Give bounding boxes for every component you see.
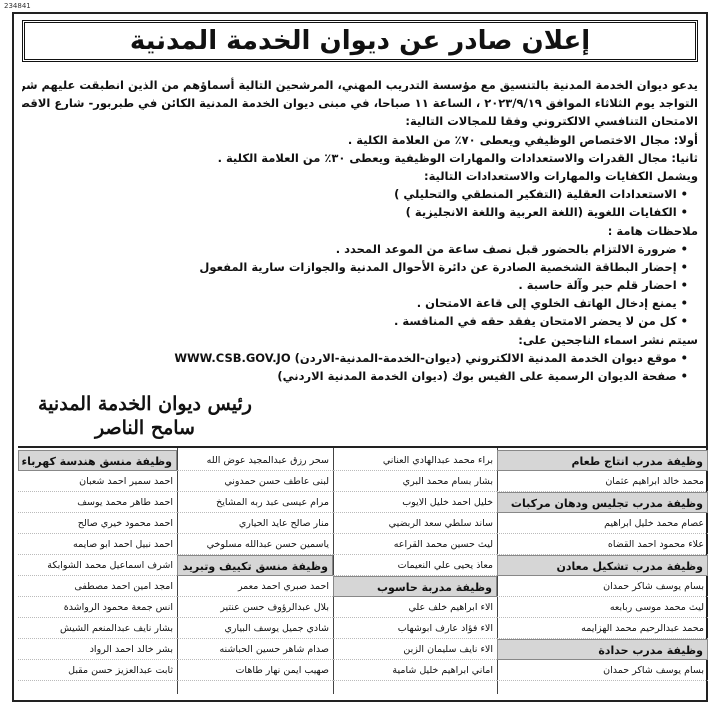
candidate-name: احمد صبري احمد معمر xyxy=(177,576,333,597)
candidate-name: الاء ابراهيم خلف علي xyxy=(333,597,497,618)
body-line: • موقع ديوان الخدمة المدنية الالكتروني (… xyxy=(174,350,688,365)
candidate-name: ياسمين حسن عبدالله مسلوخي xyxy=(177,534,333,555)
candidate-name: ليث حسين محمد القراعه xyxy=(333,534,497,555)
column-divider xyxy=(333,448,334,694)
job-heading: وظيفة منسق تكييف وتبريد xyxy=(177,555,333,576)
candidate-name: لبنى عاطف حسن حمدوني xyxy=(177,471,333,492)
candidate-name: مرام عيسى عبد ربه المشايخ xyxy=(177,492,333,513)
candidate-name: منار صالح عايد الحياري xyxy=(177,513,333,534)
body-line: • الاستعدادات العقلية (التفكير المنطقي و… xyxy=(394,187,688,202)
body-line: • يمنع إدخال الهاتف الخلوي إلى قاعة الام… xyxy=(416,296,688,311)
candidate-name: اماني ابراهيم خليل شامية xyxy=(333,660,497,681)
candidate-name: عصام محمد خليل ابراهيم xyxy=(497,513,708,534)
names-column: وظيفة منسق هندسة كهرباء احمد سمير احمد شع… xyxy=(18,450,177,681)
body-line: • ضرورة الالتزام بالحضور قبل نصف ساعة من… xyxy=(335,241,688,256)
candidate-name: اشرف اسماعيل محمد الشوابكة xyxy=(18,555,177,576)
candidate-name: بسام يوسف شاكر حمدان xyxy=(497,576,708,597)
body-line: يدعو ديوان الخدمة المدنية بالتنسيق مع مؤ… xyxy=(22,78,698,92)
candidate-name: معاذ يحيى علي النعيمات xyxy=(333,555,497,576)
title: إعلان صادر عن ديوان الخدمة المدنية xyxy=(22,20,698,62)
job-heading: وظيفة مدرب تشكيل معادن xyxy=(497,555,708,576)
ad-id: 234841 xyxy=(4,2,31,10)
candidate-name: ليث محمد موسى ربابعه xyxy=(497,597,708,618)
body-line: ثانيا: مجال القدرات والاستعدادات والمهار… xyxy=(217,150,698,165)
candidate-name: خليل احمد خليل الايوب xyxy=(333,492,497,513)
body-line: • صفحة الديوان الرسمية على الفيس بوك (دي… xyxy=(277,369,688,383)
body-line: • احضار قلم حبر وآلة حاسبة . xyxy=(518,278,688,293)
names-column: وظيفة مدرب انتاج طعام محمد خالد ابراهيم ع… xyxy=(497,450,708,681)
candidate-name: براء محمد عبدالهادي العناني xyxy=(333,450,497,471)
candidate-name: امجد امين احمد مصطفى xyxy=(18,576,177,597)
signature-name: سامح الناصر xyxy=(95,417,195,439)
candidate-name: علاء محمود احمد القضاه xyxy=(497,534,708,555)
candidate-name: الاء نايف سليمان الزبن xyxy=(333,639,497,660)
body-line: ويشمل الكفايات والمهارات والاستعدادات ال… xyxy=(423,168,698,183)
job-heading: وظيفة مدربة حاسوب xyxy=(333,576,497,597)
candidate-name: احمد نبيل احمد ابو صايمه xyxy=(18,534,177,555)
candidate-name: انس جمعة محمود الرواشدة xyxy=(18,597,177,618)
names-column: سحر رزق عبدالمجيد عوض الله لبنى عاطف حسن … xyxy=(177,450,333,681)
candidate-name: محمد خالد ابراهيم عثمان xyxy=(497,471,708,492)
signature: رئيس ديوان الخدمة المدنية سامح الناصر xyxy=(30,392,260,440)
candidate-name: ساند سلطي سعد الربضيي xyxy=(333,513,497,534)
separator xyxy=(18,446,708,448)
candidate-name: محمد عبدالرحيم محمد الهزايمه xyxy=(497,618,708,639)
body-line: • كل من لا يحضر الامتحان يفقد حقه في الم… xyxy=(394,314,688,329)
candidate-name: صهيب ايمن نهار طاهات xyxy=(177,660,333,681)
body-line: الامتحان التنافسي الالكتروني وفقا للمجال… xyxy=(405,114,698,129)
candidate-name: بشار بسام محمد البري xyxy=(333,471,497,492)
candidate-name: بلال عبدالرؤوف حسن عنتير xyxy=(177,597,333,618)
body-line: التواجد يوم الثلاثاء الموافق ٢٠٢٣/٩/١٩ ،… xyxy=(22,96,698,111)
job-heading: وظيفة مدرب انتاج طعام xyxy=(497,450,708,471)
job-heading: وظيفة مدرب حدادة xyxy=(497,639,708,660)
candidate-name: احمد سمير احمد شعبان xyxy=(18,471,177,492)
body-line: • الكفايات اللغوية (اللغة العربية واللغة… xyxy=(405,205,688,220)
candidate-name: احمد محمود خيري صالح xyxy=(18,513,177,534)
candidate-name: سحر رزق عبدالمجيد عوض الله xyxy=(177,450,333,471)
announcement-body: يدعو ديوان الخدمة المدنية بالتنسيق مع مؤ… xyxy=(22,76,698,385)
candidate-name: بشار نايف عبدالمنعم الشيش xyxy=(18,618,177,639)
body-line: أولا: مجال الاختصاص الوظيفي ويعطى ٧٠٪ من… xyxy=(347,132,698,147)
body-line: سيتم نشر اسماء الناجحين على: xyxy=(518,332,698,347)
body-line: ملاحظات هامة : xyxy=(607,223,698,238)
job-heading: وظيفة منسق هندسة كهرباء xyxy=(18,450,177,471)
job-heading: وظيفة مدرب تجليس ودهان مركبات xyxy=(497,492,708,513)
candidate-name: احمد طاهر محمد يوسف xyxy=(18,492,177,513)
candidate-name: الاء فؤاد عارف ابوشهاب xyxy=(333,618,497,639)
candidate-name: شادي جميل يوسف البياري xyxy=(177,618,333,639)
candidate-name: بسام يوسف شاكر حمدان xyxy=(497,660,708,681)
candidate-name: بشر خالد احمد الرواد xyxy=(18,639,177,660)
names-column: براء محمد عبدالهادي العناني بشار بسام محم… xyxy=(333,450,497,681)
candidate-name: ثابت عبدالعزيز حسن مقبل xyxy=(18,660,177,681)
body-line: • إحضار البطاقة الشخصية الصادرة عن دائرة… xyxy=(199,259,688,274)
candidate-name: صدام شاهر حسين الحباشنه xyxy=(177,639,333,660)
signature-title: رئيس ديوان الخدمة المدنية xyxy=(38,393,252,415)
